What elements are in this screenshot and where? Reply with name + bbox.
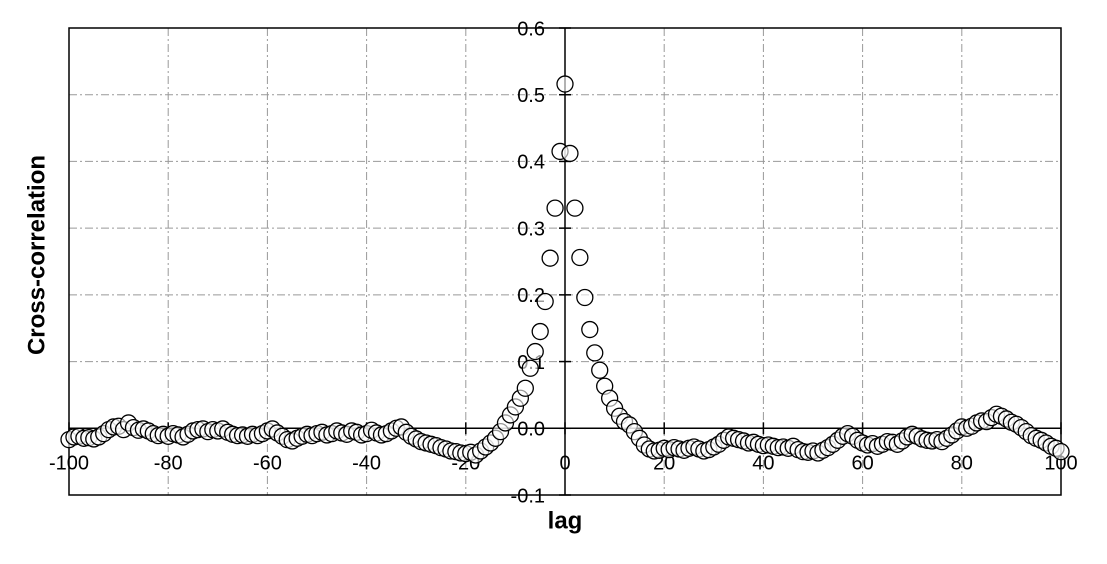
marker xyxy=(591,361,609,379)
marker xyxy=(566,199,584,217)
marker xyxy=(576,288,594,307)
y-tick-label: 0.6 xyxy=(517,18,545,40)
y-tick-label: 0.0 xyxy=(517,419,545,441)
x-tick-label: -100 xyxy=(49,453,89,475)
y-tick-label: 0.4 xyxy=(517,152,545,174)
marker xyxy=(546,199,564,217)
marker xyxy=(561,144,579,163)
x-tick-label: -40 xyxy=(352,453,381,475)
x-tick-label: -60 xyxy=(253,453,282,475)
x-tick-label: 0 xyxy=(559,453,570,475)
x-tick-label: 60 xyxy=(851,453,873,475)
y-tick-label: 0.5 xyxy=(517,85,545,107)
marker xyxy=(536,292,554,311)
marker xyxy=(556,75,574,93)
marker xyxy=(586,344,604,362)
marker xyxy=(516,379,534,397)
x-tick-label: -80 xyxy=(154,453,183,475)
x-axis-title: lag xyxy=(548,507,583,534)
x-tick-label: 100 xyxy=(1044,453,1077,475)
marker xyxy=(581,320,599,339)
x-tick-label: 40 xyxy=(752,453,774,475)
marker xyxy=(541,249,559,267)
marker xyxy=(521,359,539,377)
marker xyxy=(526,342,544,361)
marker xyxy=(531,322,549,341)
y-tick-label: -0.1 xyxy=(511,485,545,507)
y-tick-label: 0.3 xyxy=(517,218,545,240)
marker xyxy=(571,248,589,267)
marker xyxy=(1052,442,1070,461)
y-axis-title: Cross-correlation xyxy=(23,155,50,355)
x-tick-label: 80 xyxy=(951,453,973,475)
